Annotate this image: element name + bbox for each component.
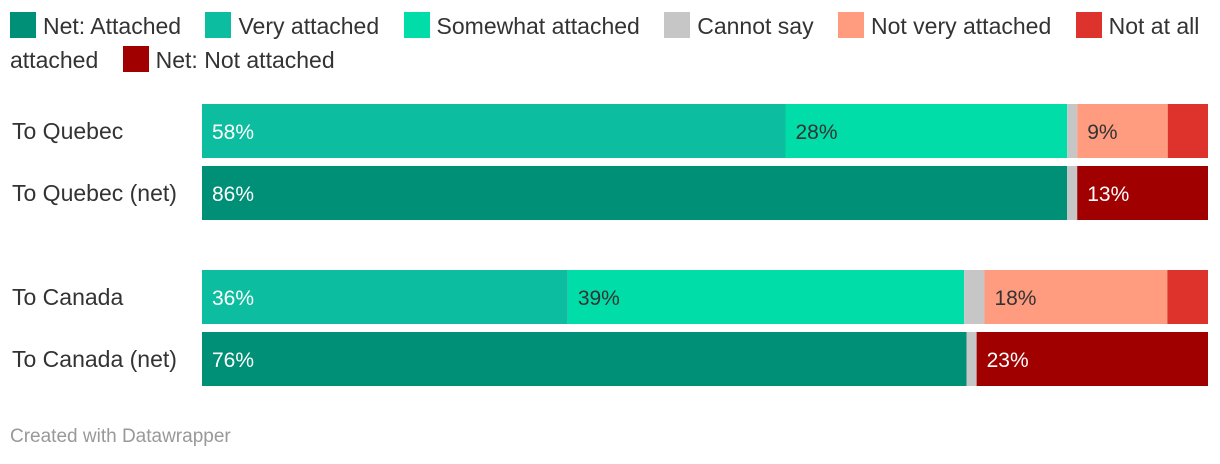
data-label: 39% — [578, 287, 620, 310]
row-label: To Canada — [12, 284, 123, 310]
bar-segment — [1167, 270, 1208, 324]
legend-label: Somewhat attached — [436, 13, 640, 39]
legend-item: Not very attached — [837, 12, 1052, 39]
legend-swatch — [664, 12, 691, 38]
bar-segment — [964, 270, 985, 324]
legend-item: Net: Not attached — [122, 46, 335, 73]
bar-segment — [567, 270, 965, 324]
row-label: To Quebec (net) — [12, 180, 177, 206]
legend-swatch — [10, 12, 36, 38]
data-label: 76% — [212, 349, 254, 372]
legend-item: Very attached — [205, 12, 380, 39]
legend-label: Cannot say — [697, 13, 814, 39]
data-label: 86% — [212, 183, 254, 206]
legend-swatch — [205, 12, 232, 38]
bar-segment — [976, 332, 1208, 386]
bar-segment — [1077, 166, 1208, 220]
bar-segment — [1077, 104, 1168, 158]
legend-label: Net: Not attached — [155, 47, 335, 73]
legend-label: Net: Attached — [43, 13, 182, 39]
bar-segment — [966, 332, 977, 386]
legend-swatch — [122, 46, 149, 72]
row-label: To Canada (net) — [12, 346, 177, 372]
data-label: 18% — [994, 287, 1036, 310]
bar-segment — [202, 270, 568, 324]
row-label: To Quebec — [12, 118, 123, 144]
legend-swatch — [1075, 12, 1102, 38]
data-label: 13% — [1087, 183, 1129, 206]
attribution-footer: Created with Datawrapper — [10, 426, 231, 447]
legend-swatch — [403, 12, 430, 38]
legend-label: Very attached — [238, 13, 380, 39]
legend-item: Not at all attached — [10, 12, 1200, 73]
bar-segment — [202, 104, 786, 158]
bar-segment — [984, 270, 1168, 324]
legend-item: Net: Attached — [10, 12, 182, 39]
legend-label: Not very attached — [870, 13, 1052, 39]
legend-swatch — [837, 12, 864, 38]
data-label: 28% — [795, 121, 837, 144]
data-label: 58% — [212, 121, 254, 144]
data-label: 23% — [987, 349, 1029, 372]
bar-segment — [202, 166, 1068, 220]
data-label: 9% — [1087, 121, 1117, 144]
bar-segment — [785, 104, 1068, 158]
bar-segment — [202, 332, 967, 386]
bar-segment — [1167, 104, 1208, 158]
legend-label: Not at all attached — [10, 13, 1200, 73]
data-label: 36% — [212, 287, 254, 310]
bar-segment — [1067, 166, 1078, 220]
chart-legend: Net: Attached Very attached Somewhat att… — [10, 9, 1215, 77]
legend-item: Somewhat attached — [403, 12, 640, 39]
bar-segment — [1067, 104, 1078, 158]
legend-item: Cannot say — [664, 12, 814, 39]
